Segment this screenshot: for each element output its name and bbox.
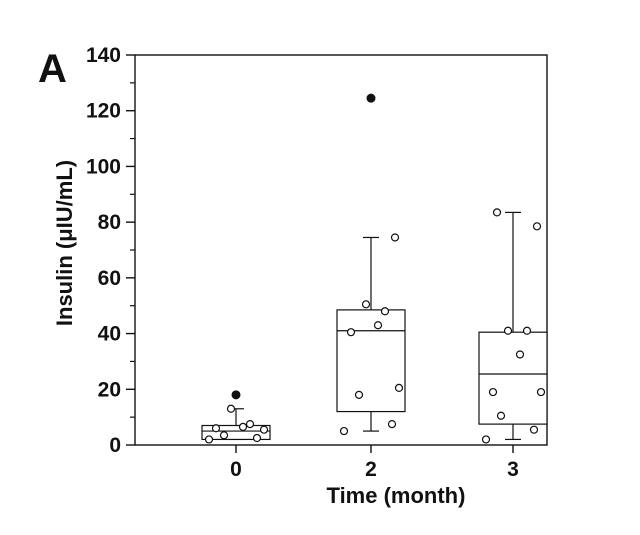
iqr-box xyxy=(336,309,406,413)
x-axis: 0 2 3 xyxy=(230,445,519,481)
y-tick-label: 60 xyxy=(98,267,121,290)
iqr-box xyxy=(478,331,548,425)
x-tick-label: 3 xyxy=(507,458,519,481)
y-axis: 0 20 40 60 80 100 120 140 xyxy=(86,44,135,457)
data-point xyxy=(532,222,542,231)
data-point xyxy=(380,307,390,316)
y-tick-label: 80 xyxy=(98,211,121,234)
data-point xyxy=(536,387,546,397)
y-axis-title: Insulin (μIU/mL) xyxy=(52,160,77,326)
y-tick-label: 20 xyxy=(98,378,121,401)
data-point xyxy=(481,435,491,444)
data-point xyxy=(259,425,269,434)
data-point xyxy=(387,420,397,429)
x-tick-label: 2 xyxy=(365,458,377,481)
data-point xyxy=(219,431,229,440)
data-point xyxy=(361,300,371,309)
y-tick-label: 140 xyxy=(86,44,121,67)
data-point xyxy=(204,435,214,444)
y-tick-label: 120 xyxy=(86,100,121,123)
data-point xyxy=(252,433,262,443)
panel-label: A xyxy=(38,47,67,91)
data-point xyxy=(373,321,383,330)
y-tick-label: 100 xyxy=(86,155,121,178)
x-axis-title: Time (month) xyxy=(327,483,466,508)
data-point xyxy=(496,411,506,420)
y-tick-label: 40 xyxy=(98,323,121,346)
outlier-point xyxy=(366,93,376,103)
data-point xyxy=(522,326,532,335)
y-tick-label: 0 xyxy=(109,434,121,457)
data-point xyxy=(529,425,539,434)
data-point xyxy=(339,426,349,436)
data-point xyxy=(238,422,248,431)
x-tick-label: 0 xyxy=(230,458,242,481)
data-point xyxy=(245,420,255,429)
boxes xyxy=(201,93,548,444)
data-point xyxy=(390,233,400,242)
data-point xyxy=(354,390,364,399)
box-group-2 xyxy=(336,93,406,436)
outlier-point xyxy=(231,390,241,400)
data-point xyxy=(488,387,498,397)
box-group-0 xyxy=(201,390,271,444)
data-point xyxy=(226,404,236,413)
data-point xyxy=(211,424,221,433)
data-point xyxy=(515,350,525,359)
box-group-3 xyxy=(478,208,548,444)
data-point xyxy=(346,328,356,337)
data-point xyxy=(394,383,404,392)
data-point xyxy=(503,326,513,335)
data-point xyxy=(492,208,502,217)
